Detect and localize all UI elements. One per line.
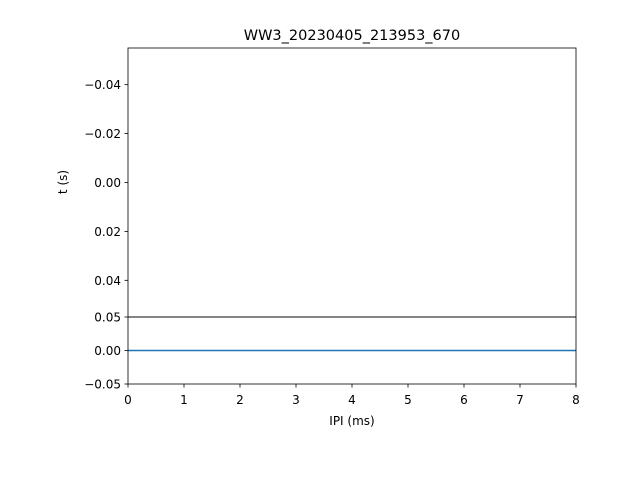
y-tick-label: 0.05 (94, 311, 121, 325)
top-axes: −0.04 −0.02 0.00 0.02 0.04 (84, 47, 577, 318)
y-tick-label: 0.00 (94, 344, 121, 358)
x-tick-label: 3 (292, 393, 300, 407)
y-tick-label: −0.04 (84, 78, 121, 92)
x-tick-label: 6 (460, 393, 468, 407)
y-tick-label: −0.05 (84, 378, 121, 392)
top-y-axis-label: t (s) (56, 170, 70, 194)
y-tick-label: 0.02 (94, 225, 121, 239)
x-tick-label: 2 (236, 393, 244, 407)
y-tick-label: 0.04 (94, 274, 121, 288)
x-tick-label: 0 (124, 393, 132, 407)
x-tick-label: 4 (348, 393, 356, 407)
x-tick-label: 1 (180, 393, 188, 407)
bottom-x-axis-label: IPI (ms) (329, 414, 374, 428)
y-tick-label: −0.02 (84, 127, 121, 141)
chart-title: WW3_20230405_213953_670 (244, 28, 460, 44)
bottom-axes: −0.05 0.00 0.05 0 1 2 3 4 5 6 7 8 (84, 311, 580, 408)
axes-frame (127, 316, 577, 385)
y-tick-label: 0.00 (94, 176, 121, 190)
x-tick-label: 5 (404, 393, 412, 407)
x-tick-label: 8 (572, 393, 580, 407)
x-tick-label: 7 (516, 393, 524, 407)
